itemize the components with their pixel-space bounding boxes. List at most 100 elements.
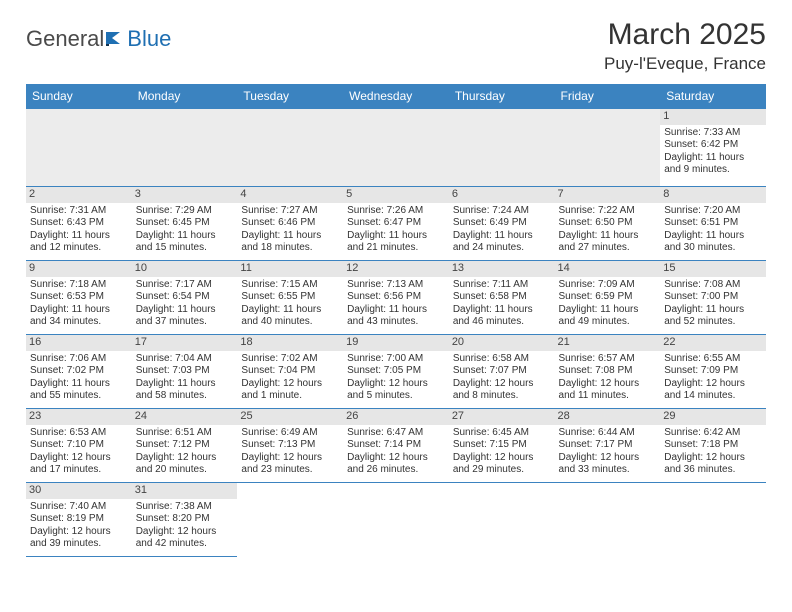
sunset-text: Sunset: 7:10 PM bbox=[30, 439, 128, 452]
calendar-day-cell: 8Sunrise: 7:20 AMSunset: 6:51 PMDaylight… bbox=[660, 187, 766, 261]
sunset-text: Sunset: 7:04 PM bbox=[241, 365, 339, 378]
day-number: 4 bbox=[237, 187, 343, 203]
calendar-day-cell bbox=[26, 109, 132, 187]
day-number: 31 bbox=[132, 483, 238, 499]
sunrise-text: Sunrise: 7:22 AM bbox=[559, 205, 657, 218]
sunrise-text: Sunrise: 7:08 AM bbox=[664, 279, 762, 292]
sunset-text: Sunset: 8:20 PM bbox=[136, 513, 234, 526]
daylight-text: Daylight: 12 hours bbox=[453, 378, 551, 391]
weekday-header: Thursday bbox=[449, 84, 555, 109]
sunset-text: Sunset: 7:02 PM bbox=[30, 365, 128, 378]
calendar-day-cell: 14Sunrise: 7:09 AMSunset: 6:59 PMDayligh… bbox=[555, 261, 661, 335]
daylight-text: and 14 minutes. bbox=[664, 390, 762, 403]
day-number: 1 bbox=[660, 109, 766, 125]
calendar-header: Sunday Monday Tuesday Wednesday Thursday… bbox=[26, 84, 766, 109]
calendar-day-cell: 22Sunrise: 6:55 AMSunset: 7:09 PMDayligh… bbox=[660, 335, 766, 409]
sunset-text: Sunset: 6:54 PM bbox=[136, 291, 234, 304]
daylight-text: and 26 minutes. bbox=[347, 464, 445, 477]
daylight-text: Daylight: 11 hours bbox=[664, 230, 762, 243]
day-number: 19 bbox=[343, 335, 449, 351]
daylight-text: Daylight: 11 hours bbox=[559, 230, 657, 243]
calendar-day-cell: 17Sunrise: 7:04 AMSunset: 7:03 PMDayligh… bbox=[132, 335, 238, 409]
calendar-day-cell: 1Sunrise: 7:33 AMSunset: 6:42 PMDaylight… bbox=[660, 109, 766, 187]
day-number: 10 bbox=[132, 261, 238, 277]
calendar-day-cell: 30Sunrise: 7:40 AMSunset: 8:19 PMDayligh… bbox=[26, 483, 132, 557]
calendar-day-cell: 5Sunrise: 7:26 AMSunset: 6:47 PMDaylight… bbox=[343, 187, 449, 261]
sunset-text: Sunset: 6:58 PM bbox=[453, 291, 551, 304]
daylight-text: Daylight: 12 hours bbox=[347, 452, 445, 465]
weekday-header: Sunday bbox=[26, 84, 132, 109]
calendar-day-cell: 2Sunrise: 7:31 AMSunset: 6:43 PMDaylight… bbox=[26, 187, 132, 261]
sunrise-text: Sunrise: 7:17 AM bbox=[136, 279, 234, 292]
calendar-day-cell: 18Sunrise: 7:02 AMSunset: 7:04 PMDayligh… bbox=[237, 335, 343, 409]
daylight-text: and 55 minutes. bbox=[30, 390, 128, 403]
calendar-day-cell: 19Sunrise: 7:00 AMSunset: 7:05 PMDayligh… bbox=[343, 335, 449, 409]
sunrise-text: Sunrise: 7:09 AM bbox=[559, 279, 657, 292]
daylight-text: Daylight: 11 hours bbox=[30, 378, 128, 391]
calendar-week-row: 16Sunrise: 7:06 AMSunset: 7:02 PMDayligh… bbox=[26, 335, 766, 409]
sunrise-text: Sunrise: 7:40 AM bbox=[30, 501, 128, 514]
sunset-text: Sunset: 7:09 PM bbox=[664, 365, 762, 378]
sunrise-text: Sunrise: 7:27 AM bbox=[241, 205, 339, 218]
day-number: 26 bbox=[343, 409, 449, 425]
daylight-text: and 49 minutes. bbox=[559, 316, 657, 329]
daylight-text: and 1 minute. bbox=[241, 390, 339, 403]
sunset-text: Sunset: 6:43 PM bbox=[30, 217, 128, 230]
weekday-header: Saturday bbox=[660, 84, 766, 109]
brand-part1: General bbox=[26, 26, 104, 52]
daylight-text: Daylight: 11 hours bbox=[347, 304, 445, 317]
sunset-text: Sunset: 7:18 PM bbox=[664, 439, 762, 452]
sunset-text: Sunset: 7:00 PM bbox=[664, 291, 762, 304]
title-block: March 2025 Puy-l'Eveque, France bbox=[604, 18, 766, 74]
sunset-text: Sunset: 7:15 PM bbox=[453, 439, 551, 452]
day-number: 27 bbox=[449, 409, 555, 425]
weekday-header: Monday bbox=[132, 84, 238, 109]
daylight-text: and 30 minutes. bbox=[664, 242, 762, 255]
calendar-day-cell: 21Sunrise: 6:57 AMSunset: 7:08 PMDayligh… bbox=[555, 335, 661, 409]
sunrise-text: Sunrise: 7:26 AM bbox=[347, 205, 445, 218]
daylight-text: Daylight: 11 hours bbox=[453, 230, 551, 243]
calendar-day-cell: 13Sunrise: 7:11 AMSunset: 6:58 PMDayligh… bbox=[449, 261, 555, 335]
sunset-text: Sunset: 6:53 PM bbox=[30, 291, 128, 304]
sunset-text: Sunset: 6:47 PM bbox=[347, 217, 445, 230]
day-number: 12 bbox=[343, 261, 449, 277]
brand-logo: GeneralBlue bbox=[26, 18, 171, 52]
calendar-week-row: 1Sunrise: 7:33 AMSunset: 6:42 PMDaylight… bbox=[26, 109, 766, 187]
calendar-day-cell: 3Sunrise: 7:29 AMSunset: 6:45 PMDaylight… bbox=[132, 187, 238, 261]
calendar-week-row: 30Sunrise: 7:40 AMSunset: 8:19 PMDayligh… bbox=[26, 483, 766, 557]
daylight-text: Daylight: 11 hours bbox=[347, 230, 445, 243]
calendar-day-cell: 12Sunrise: 7:13 AMSunset: 6:56 PMDayligh… bbox=[343, 261, 449, 335]
daylight-text: and 20 minutes. bbox=[136, 464, 234, 477]
daylight-text: and 24 minutes. bbox=[453, 242, 551, 255]
sunrise-text: Sunrise: 7:18 AM bbox=[30, 279, 128, 292]
sunrise-text: Sunrise: 7:06 AM bbox=[30, 353, 128, 366]
daylight-text: and 11 minutes. bbox=[559, 390, 657, 403]
weekday-header: Tuesday bbox=[237, 84, 343, 109]
calendar-day-cell bbox=[343, 109, 449, 187]
calendar-day-cell: 23Sunrise: 6:53 AMSunset: 7:10 PMDayligh… bbox=[26, 409, 132, 483]
header: GeneralBlue March 2025 Puy-l'Eveque, Fra… bbox=[26, 18, 766, 74]
day-number: 20 bbox=[449, 335, 555, 351]
calendar-day-cell: 25Sunrise: 6:49 AMSunset: 7:13 PMDayligh… bbox=[237, 409, 343, 483]
day-number: 8 bbox=[660, 187, 766, 203]
calendar-table: Sunday Monday Tuesday Wednesday Thursday… bbox=[26, 84, 766, 557]
sunrise-text: Sunrise: 7:15 AM bbox=[241, 279, 339, 292]
daylight-text: and 40 minutes. bbox=[241, 316, 339, 329]
calendar-day-cell bbox=[132, 109, 238, 187]
calendar-day-cell: 20Sunrise: 6:58 AMSunset: 7:07 PMDayligh… bbox=[449, 335, 555, 409]
sunset-text: Sunset: 7:03 PM bbox=[136, 365, 234, 378]
sunset-text: Sunset: 7:12 PM bbox=[136, 439, 234, 452]
daylight-text: and 42 minutes. bbox=[136, 538, 234, 551]
sunrise-text: Sunrise: 7:00 AM bbox=[347, 353, 445, 366]
daylight-text: and 21 minutes. bbox=[347, 242, 445, 255]
day-number: 3 bbox=[132, 187, 238, 203]
calendar-day-cell: 7Sunrise: 7:22 AMSunset: 6:50 PMDaylight… bbox=[555, 187, 661, 261]
daylight-text: Daylight: 12 hours bbox=[136, 526, 234, 539]
day-number: 29 bbox=[660, 409, 766, 425]
daylight-text: and 5 minutes. bbox=[347, 390, 445, 403]
sunrise-text: Sunrise: 7:29 AM bbox=[136, 205, 234, 218]
sunrise-text: Sunrise: 6:44 AM bbox=[559, 427, 657, 440]
sunrise-text: Sunrise: 6:58 AM bbox=[453, 353, 551, 366]
day-number: 18 bbox=[237, 335, 343, 351]
daylight-text: Daylight: 12 hours bbox=[30, 526, 128, 539]
